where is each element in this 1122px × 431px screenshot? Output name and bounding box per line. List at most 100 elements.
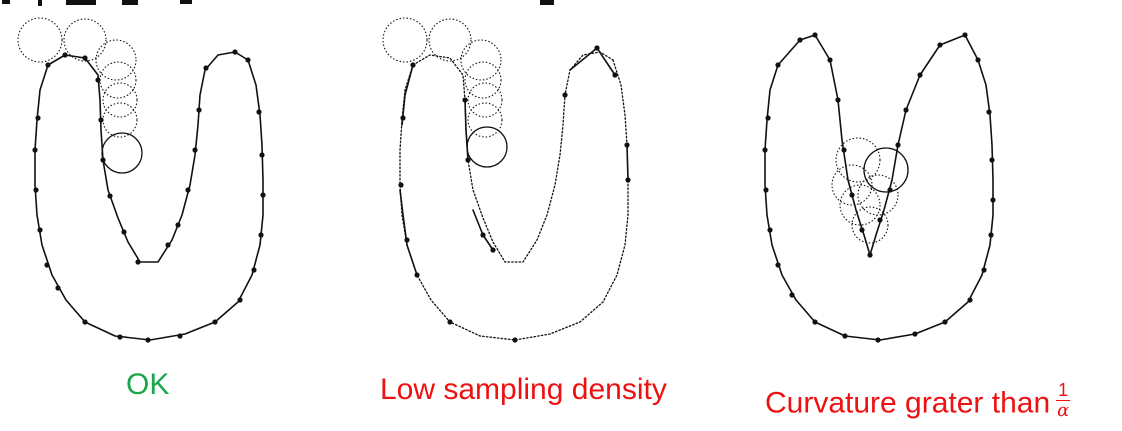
sample-point bbox=[98, 117, 104, 123]
sample-point bbox=[107, 193, 113, 199]
sample-point bbox=[192, 147, 198, 153]
sample-point bbox=[400, 115, 406, 121]
alpha-disk bbox=[95, 39, 137, 81]
sample-point bbox=[594, 45, 600, 51]
sample-point bbox=[877, 217, 883, 223]
alpha-disk bbox=[857, 174, 899, 216]
sample-point bbox=[175, 222, 181, 228]
alpha-disk bbox=[464, 61, 502, 99]
sample-point bbox=[827, 57, 833, 63]
alpha-disk bbox=[467, 102, 503, 138]
sample-point bbox=[212, 319, 218, 325]
inner-boundary bbox=[777, 34, 979, 256]
sample-point bbox=[867, 252, 873, 258]
alpha-disk bbox=[428, 18, 472, 62]
sample-point bbox=[512, 337, 518, 343]
sample-point bbox=[117, 334, 123, 340]
sample-point bbox=[775, 262, 781, 268]
alpha-disk bbox=[835, 137, 881, 183]
alpha-disk bbox=[839, 184, 881, 226]
sample-point bbox=[767, 227, 773, 233]
sample-point bbox=[260, 192, 266, 198]
sample-point bbox=[32, 147, 38, 153]
sample-point bbox=[562, 92, 568, 98]
alpha-disk bbox=[863, 147, 909, 193]
sample-point bbox=[203, 65, 209, 71]
sample-point bbox=[414, 272, 420, 278]
sample-point bbox=[981, 267, 987, 273]
sample-point bbox=[903, 107, 909, 113]
sample-point bbox=[859, 227, 865, 233]
sample-point bbox=[797, 37, 803, 43]
alpha-disk bbox=[101, 132, 143, 174]
sample-point bbox=[490, 247, 496, 253]
sample-point bbox=[775, 62, 781, 68]
alpha-disk bbox=[382, 17, 428, 63]
caption-curvature-text: Curvature grater than bbox=[765, 386, 1051, 420]
alpha-disk bbox=[460, 39, 502, 81]
sample-point bbox=[465, 157, 471, 163]
sample-point bbox=[55, 285, 61, 291]
caption-curvature: Curvature grater than 1 α bbox=[765, 380, 1071, 425]
sample-point bbox=[835, 97, 841, 103]
sample-point bbox=[37, 227, 43, 233]
outer-edge-segment bbox=[401, 64, 414, 126]
sample-point bbox=[789, 292, 795, 298]
alpha-disk bbox=[831, 164, 873, 206]
sample-point bbox=[404, 237, 410, 243]
sample-point bbox=[841, 147, 847, 153]
sample-point bbox=[237, 297, 243, 303]
sample-point bbox=[62, 52, 68, 58]
sample-point bbox=[762, 147, 768, 153]
sample-point bbox=[95, 77, 101, 83]
sample-point bbox=[259, 152, 265, 158]
sample-point bbox=[989, 157, 995, 163]
alpha-disk bbox=[17, 17, 63, 63]
sample-point bbox=[480, 232, 486, 238]
sample-point bbox=[988, 232, 994, 238]
sample-point bbox=[33, 187, 39, 193]
panel-ok-shape bbox=[17, 17, 266, 343]
sample-point bbox=[975, 57, 981, 63]
caption-ok: OK bbox=[126, 368, 170, 401]
sample-point bbox=[990, 197, 996, 203]
sample-point bbox=[624, 142, 630, 148]
outer-edge-segment bbox=[626, 144, 629, 181]
outer-edge-segment bbox=[399, 189, 418, 276]
sample-point bbox=[35, 115, 41, 121]
sample-point bbox=[447, 319, 453, 325]
sample-point bbox=[895, 142, 901, 148]
sample-point bbox=[763, 187, 769, 193]
sample-point bbox=[962, 32, 968, 38]
inner-edge-segment bbox=[472, 209, 494, 251]
sample-point bbox=[612, 72, 618, 78]
sample-point bbox=[812, 319, 818, 325]
sample-point bbox=[185, 187, 191, 193]
inner-boundary-dotted bbox=[412, 51, 614, 263]
outer-boundary-dotted bbox=[399, 59, 629, 341]
sample-point bbox=[942, 319, 948, 325]
sample-point bbox=[765, 115, 771, 121]
alpha-disk bbox=[466, 126, 508, 168]
panel-low-density-shape bbox=[382, 17, 631, 343]
sample-point bbox=[462, 97, 468, 103]
fraction-numerator: 1 bbox=[1056, 380, 1071, 401]
sample-point bbox=[625, 177, 631, 183]
sample-point bbox=[812, 32, 818, 38]
sample-point bbox=[251, 267, 257, 273]
panel-curvature-shape bbox=[762, 32, 996, 343]
cropped-title-text bbox=[2, 0, 554, 6]
sample-point bbox=[849, 192, 855, 198]
alpha-disk bbox=[851, 206, 889, 244]
sample-point bbox=[82, 55, 88, 61]
sample-point bbox=[258, 232, 264, 238]
sample-point bbox=[875, 337, 881, 343]
sample-point bbox=[410, 62, 416, 68]
sample-point bbox=[196, 107, 202, 113]
sample-point bbox=[917, 72, 923, 78]
sample-point bbox=[967, 297, 973, 303]
sample-point bbox=[121, 229, 127, 235]
sample-point bbox=[45, 62, 51, 68]
sample-point bbox=[842, 333, 848, 339]
sample-point bbox=[245, 57, 251, 63]
